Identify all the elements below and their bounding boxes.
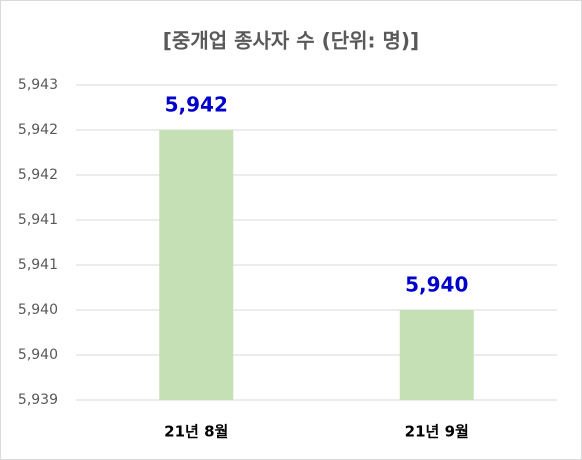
y-tick-label: 5,941 (18, 257, 58, 273)
data-label: 5,942 (165, 93, 228, 117)
y-tick-label: 5,941 (18, 212, 58, 228)
chart-title: [중개업 종사자 수 (단위: 명)] (163, 29, 419, 53)
bar (399, 310, 474, 400)
bar (159, 130, 234, 400)
y-tick-label: 5,940 (18, 347, 58, 363)
x-tick-label: 21년 8월 (164, 423, 228, 441)
y-tick-label: 5,942 (18, 122, 58, 138)
y-tick-label: 5,940 (18, 302, 58, 318)
y-tick-label: 5,942 (18, 167, 58, 183)
y-tick-label: 5,939 (18, 392, 58, 408)
x-tick-label: 21년 9월 (405, 423, 469, 441)
y-tick-label: 5,943 (18, 77, 58, 93)
data-label: 5,940 (405, 273, 468, 297)
